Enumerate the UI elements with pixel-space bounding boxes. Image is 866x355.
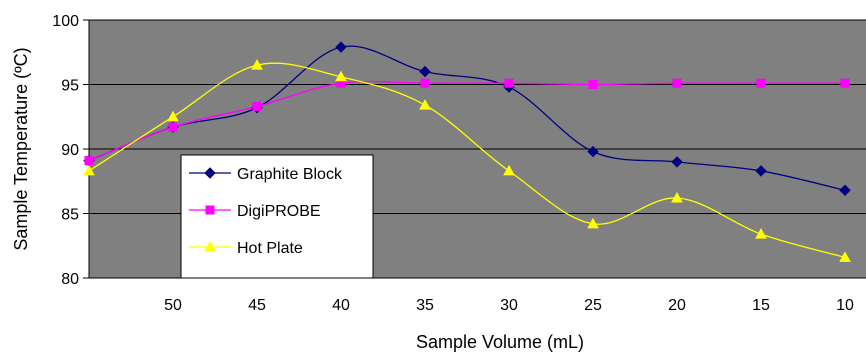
- data-point-0: [587, 145, 599, 158]
- x-tick-labels: 50 45 40 35 30 25 20 15 10: [164, 297, 854, 314]
- x-tick-label: 10: [836, 297, 854, 314]
- data-point-2: [335, 70, 347, 82]
- x-tick-label: 45: [248, 297, 266, 314]
- y-tick-label: 90: [61, 142, 79, 159]
- legend-label: DigiPROBE: [237, 203, 321, 220]
- data-point-2: [839, 251, 851, 262]
- x-tick-label: 50: [164, 297, 182, 314]
- x-tick-label: 40: [332, 297, 350, 314]
- series-markers: [83, 41, 851, 262]
- data-point-1: [840, 78, 850, 88]
- x-tick-label: 20: [668, 297, 686, 314]
- legend: Graphite Block DigiPROBE Hot Plate: [180, 154, 374, 279]
- data-point-0: [839, 184, 851, 196]
- legend-marker: [204, 240, 216, 252]
- y-tick-label: 80: [61, 271, 79, 288]
- y-axis-title: Sample Temperature (ºC): [11, 47, 31, 250]
- y-tick-labels: 80 85 90 95 100: [52, 13, 79, 288]
- data-point-2: [503, 164, 515, 176]
- data-point-2: [83, 164, 95, 176]
- series-line-0: [88, 45, 846, 191]
- series-lines: [88, 45, 846, 259]
- data-point-2: [755, 228, 767, 239]
- y-tick-label: 85: [61, 207, 79, 224]
- y-tick-label: 100: [52, 13, 79, 30]
- data-point-1: [420, 78, 430, 88]
- data-point-0: [335, 41, 347, 53]
- x-axis-title: Sample Volume (mL): [416, 332, 584, 352]
- x-tick-label: 15: [752, 297, 770, 314]
- data-point-2: [671, 191, 683, 203]
- series-line-2: [88, 62, 846, 259]
- data-point-2: [419, 99, 431, 110]
- data-point-1: [84, 156, 94, 166]
- data-point-2: [167, 110, 179, 122]
- data-point-1: [504, 78, 514, 88]
- x-tick-label: 35: [416, 297, 434, 314]
- data-point-0: [671, 156, 683, 168]
- series-line-1: [88, 80, 845, 162]
- data-point-0: [419, 65, 431, 78]
- data-point-1: [168, 122, 178, 132]
- y-tick-label: 95: [61, 78, 79, 95]
- data-point-2: [251, 59, 263, 70]
- x-tick-label: 30: [500, 297, 518, 314]
- data-point-0: [755, 165, 767, 177]
- data-point-1: [672, 78, 682, 88]
- legend-marker: [204, 167, 216, 179]
- data-point-1: [588, 80, 598, 89]
- legend-label: Graphite Block: [237, 166, 343, 183]
- data-point-2: [587, 217, 599, 229]
- legend-marker: [205, 205, 215, 215]
- x-tick-label: 25: [584, 297, 602, 314]
- legend-label: Hot Plate: [237, 240, 303, 257]
- data-point-1: [252, 101, 262, 111]
- data-point-1: [756, 78, 766, 88]
